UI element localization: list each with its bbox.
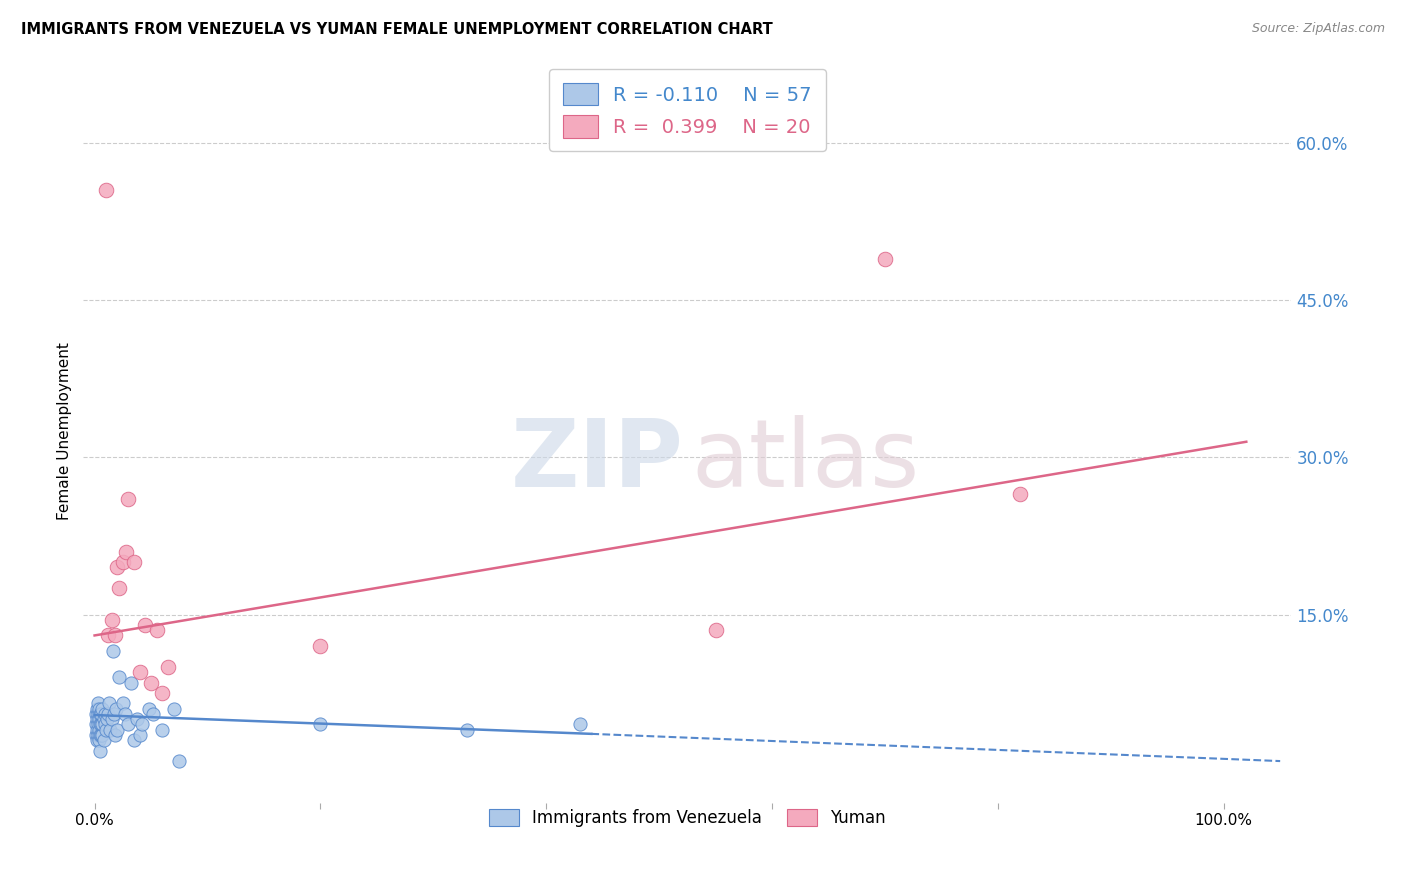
Point [87, 723, 110, 737]
Point [91, 717, 114, 731]
Point [117, 492, 139, 507]
Point [100, 712, 122, 726]
Legend: Immigrants from Venezuela, Yuman: Immigrants from Venezuela, Yuman [481, 801, 894, 836]
Point [90, 706, 112, 721]
Point [120, 675, 142, 690]
Point [84, 717, 107, 731]
Point [86, 723, 108, 737]
Point [87, 706, 110, 721]
Point [111, 555, 134, 569]
Point [117, 717, 139, 731]
Point [87, 728, 110, 742]
Text: IMMIGRANTS FROM VENEZUELA VS YUMAN FEMALE UNEMPLOYMENT CORRELATION CHART: IMMIGRANTS FROM VENEZUELA VS YUMAN FEMAL… [21, 22, 773, 37]
Point [138, 702, 160, 716]
Point [105, 560, 128, 574]
Point [134, 618, 156, 632]
Text: ZIP: ZIP [510, 415, 683, 507]
Point [86, 733, 108, 747]
Point [156, 660, 179, 674]
Point [96, 712, 118, 726]
Point [122, 733, 145, 747]
Point [128, 665, 150, 679]
Point [94, 184, 117, 198]
Point [100, 613, 122, 627]
Point [84, 728, 107, 742]
Point [90, 717, 112, 731]
Point [128, 728, 150, 742]
Point [87, 717, 110, 731]
Point [145, 624, 167, 638]
Point [142, 706, 165, 721]
Point [111, 697, 134, 711]
Point [115, 544, 138, 558]
Point [108, 670, 131, 684]
Point [103, 706, 125, 721]
Point [89, 717, 111, 731]
Point [122, 555, 145, 569]
Point [91, 728, 114, 742]
Point [100, 723, 122, 737]
Point [104, 728, 127, 742]
Point [93, 706, 115, 721]
Text: Source: ZipAtlas.com: Source: ZipAtlas.com [1251, 22, 1385, 36]
Point [86, 702, 108, 716]
Point [105, 723, 128, 737]
Point [1010, 487, 1032, 501]
Point [169, 754, 191, 768]
Point [139, 675, 162, 690]
Point [87, 697, 110, 711]
Point [131, 717, 153, 731]
Point [150, 686, 173, 700]
Point [89, 728, 111, 742]
Point [127, 712, 149, 726]
Point [86, 712, 108, 726]
Point [150, 723, 173, 737]
Point [114, 706, 136, 721]
Point [105, 702, 128, 716]
Point [98, 697, 121, 711]
Point [93, 712, 115, 726]
Point [309, 717, 332, 731]
Point [87, 712, 110, 726]
Point [162, 702, 184, 716]
Point [91, 702, 114, 716]
Point [90, 728, 112, 742]
Point [704, 624, 727, 638]
Point [84, 706, 107, 721]
Point [101, 644, 124, 658]
Point [89, 743, 111, 757]
Point [456, 723, 478, 737]
Point [97, 628, 120, 642]
Point [104, 628, 127, 642]
Point [87, 702, 110, 716]
Point [93, 733, 115, 747]
Point [89, 706, 111, 721]
Point [309, 639, 332, 653]
Text: atlas: atlas [690, 415, 920, 507]
Point [569, 717, 592, 731]
Y-axis label: Female Unemployment: Female Unemployment [58, 343, 72, 520]
Point [97, 706, 120, 721]
Point [94, 723, 117, 737]
Point [87, 733, 110, 747]
Point [93, 717, 115, 731]
Point [873, 252, 896, 266]
Point [108, 582, 131, 596]
